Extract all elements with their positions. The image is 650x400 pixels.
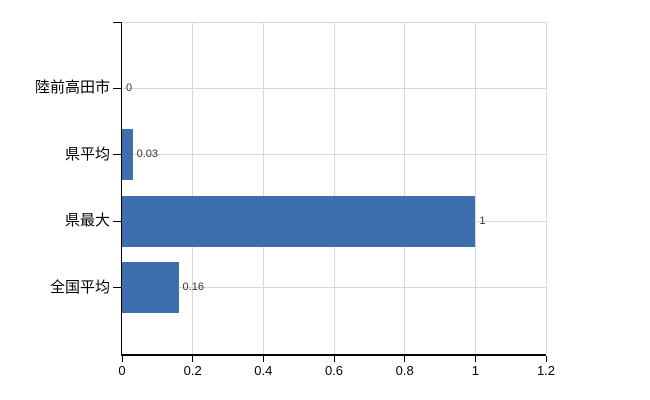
- bar-value-label: 0.16: [182, 281, 204, 294]
- x-tick-label: 0.4: [254, 363, 273, 378]
- bar: [122, 262, 179, 314]
- x-axis-tick: [262, 355, 264, 362]
- category-label: 県平均: [64, 145, 110, 163]
- x-tick-label: 0.8: [395, 363, 414, 378]
- x-axis-tick: [121, 355, 123, 362]
- bar-value-label: 0.03: [136, 148, 159, 161]
- bar: [122, 195, 476, 247]
- y-axis-tick: [112, 220, 121, 222]
- x-axis-tick: [192, 355, 194, 362]
- category-label: 陸前高田市: [34, 79, 110, 97]
- y-axis-top-tick: [112, 22, 121, 23]
- x-gridline: [262, 22, 264, 354]
- x-tick-label: 0.2: [183, 363, 202, 378]
- bar-value-label: 0: [126, 81, 133, 94]
- category-gridline: [122, 287, 546, 289]
- x-tick-label: 0.6: [324, 363, 344, 378]
- x-gridline: [192, 22, 194, 354]
- x-gridline: [404, 22, 406, 354]
- x-gridline: [333, 22, 335, 354]
- x-gridline: [474, 22, 476, 354]
- bar: [122, 129, 133, 181]
- x-axis-tick: [545, 355, 547, 362]
- x-gridline: [545, 22, 547, 354]
- x-axis-tick: [474, 355, 476, 362]
- x-tick-label: 1: [471, 363, 479, 378]
- bar-value-label: 1: [479, 214, 486, 227]
- plot-top-gridline: [122, 22, 546, 23]
- x-axis-tick: [333, 355, 335, 362]
- category-gridline: [122, 87, 546, 89]
- y-axis-line: [120, 22, 122, 356]
- x-axis-tick: [404, 355, 406, 362]
- x-tick-label: 1.2: [536, 363, 556, 378]
- y-axis-tick: [112, 154, 121, 156]
- x-tick-label: 0: [118, 363, 126, 378]
- category-gridline: [122, 154, 546, 156]
- category-label: 全国平均: [49, 278, 110, 296]
- y-axis-tick: [112, 87, 121, 89]
- x-axis-line: [120, 354, 546, 356]
- category-label: 県最大: [64, 212, 110, 230]
- plot-area: 0 0.03 1 0.16: [122, 22, 547, 354]
- y-axis-tick: [112, 287, 121, 289]
